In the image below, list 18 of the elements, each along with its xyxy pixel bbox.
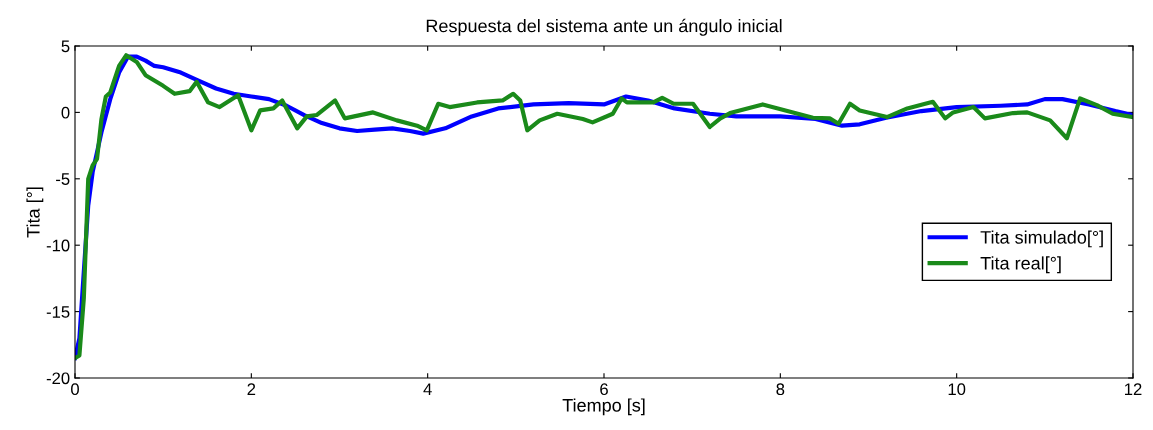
y-tick-label: 0 [61,106,70,119]
x-tick-label: 8 [776,383,785,396]
x-tick-label: 4 [423,383,432,395]
y-tick-label: -15 [46,306,70,318]
chart-title: Respuesta del sistema ante un ángulo inicial [426,18,782,36]
x-tick-label: 6 [600,383,608,396]
y-tick-label: 5 [61,40,70,53]
x-tick-label: 0 [71,383,79,396]
x-tick-label: 12 [1125,383,1142,395]
x-tick-label: 10 [948,383,966,396]
y-axis-title: Tita [°] [26,187,44,238]
legend-label: Tita real[°] [980,256,1061,274]
legend-label: Tita simulado[°] [980,230,1103,248]
y-tick-label: -10 [46,239,70,252]
y-tick-label: -5 [56,173,70,185]
x-axis-title: Tiempo [s] [562,398,645,416]
x-tick-label: 2 [247,383,256,395]
y-tick-label: -20 [46,372,70,385]
